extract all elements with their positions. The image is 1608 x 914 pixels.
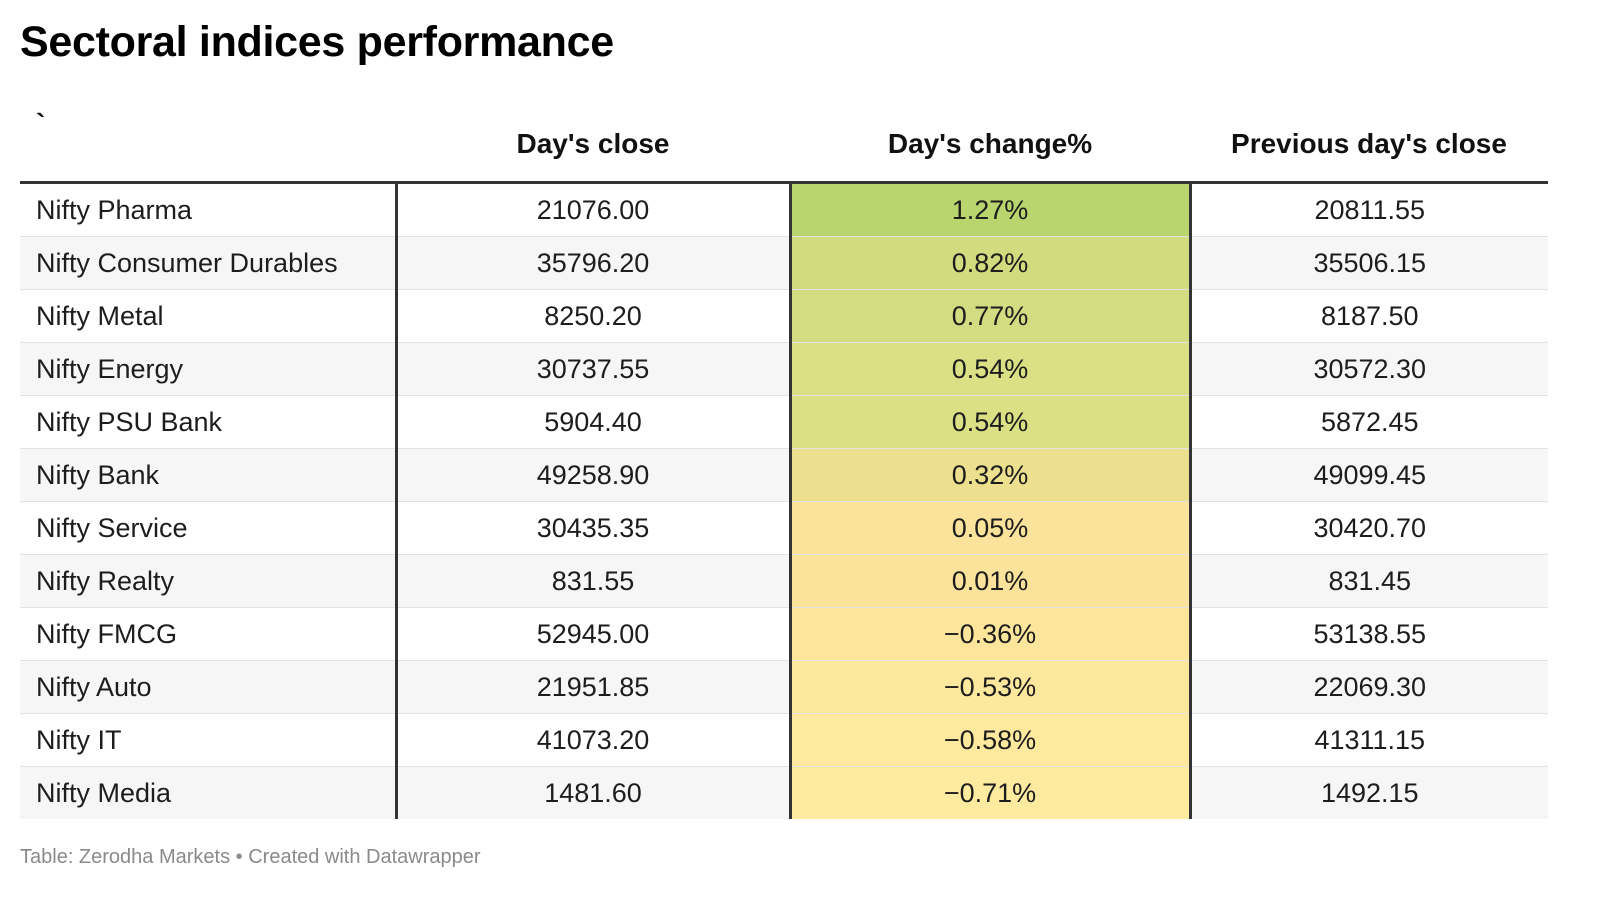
previous-close-cell: 8187.50 bbox=[1190, 289, 1548, 343]
days-change-cell: 0.82% bbox=[788, 236, 1192, 290]
days-change-cell: −0.58% bbox=[788, 713, 1192, 767]
previous-close-cell: 49099.45 bbox=[1190, 448, 1548, 502]
days-close-cell: 21076.00 bbox=[394, 182, 790, 237]
index-name-cell: Nifty PSU Bank bbox=[20, 395, 396, 449]
index-name-cell: Nifty Service bbox=[20, 501, 396, 555]
index-name-cell: Nifty Pharma bbox=[20, 182, 396, 237]
index-name-cell: Nifty Auto bbox=[20, 660, 396, 714]
index-name-cell: Nifty Energy bbox=[20, 342, 396, 396]
table-row: Nifty Bank 49258.90 0.32% 49099.45 bbox=[20, 448, 1548, 502]
days-close-cell: 5904.40 bbox=[394, 395, 790, 449]
column-header-days-close: Day's close bbox=[396, 100, 790, 184]
days-change-cell: 0.05% bbox=[788, 501, 1192, 555]
column-header-index: ` bbox=[20, 100, 396, 184]
column-header-days-change: Day's change% bbox=[790, 100, 1190, 184]
table-row: Nifty Consumer Durables 35796.20 0.82% 3550… bbox=[20, 236, 1548, 290]
table-row: Nifty Pharma 21076.00 1.27% 20811.55 bbox=[20, 182, 1548, 237]
days-close-cell: 21951.85 bbox=[394, 660, 790, 714]
days-change-cell: 0.77% bbox=[788, 289, 1192, 343]
source-footer: Table: Zerodha Markets • Created with Da… bbox=[20, 846, 481, 868]
table-row: Nifty Service 30435.35 0.05% 30420.70 bbox=[20, 501, 1548, 555]
table-body: Nifty Pharma 21076.00 1.27% 20811.55 Nifty C… bbox=[20, 182, 1548, 819]
days-change-cell: 1.27% bbox=[788, 182, 1192, 237]
index-name-cell: Nifty Bank bbox=[20, 448, 396, 502]
previous-close-cell: 30572.30 bbox=[1190, 342, 1548, 396]
days-close-cell: 8250.20 bbox=[394, 289, 790, 343]
days-close-cell: 49258.90 bbox=[394, 448, 790, 502]
index-name-cell: Nifty Media bbox=[20, 766, 396, 819]
days-change-cell: 0.32% bbox=[788, 448, 1192, 502]
days-change-cell: 0.01% bbox=[788, 554, 1192, 608]
days-change-cell: −0.53% bbox=[788, 660, 1192, 714]
days-close-cell: 52945.00 bbox=[394, 607, 790, 661]
index-name-cell: Nifty Consumer Durables bbox=[20, 236, 396, 290]
table-row: Nifty PSU Bank 5904.40 0.54% 5872.45 bbox=[20, 395, 1548, 449]
table-row: Nifty FMCG 52945.00 −0.36% 53138.55 bbox=[20, 607, 1548, 661]
index-name-cell: Nifty Realty bbox=[20, 554, 396, 608]
previous-close-cell: 831.45 bbox=[1190, 554, 1548, 608]
column-header-previous-close: Previous day's close bbox=[1190, 100, 1548, 184]
previous-close-cell: 30420.70 bbox=[1190, 501, 1548, 555]
days-change-cell: −0.36% bbox=[788, 607, 1192, 661]
days-close-cell: 30737.55 bbox=[394, 342, 790, 396]
days-close-cell: 30435.35 bbox=[394, 501, 790, 555]
previous-close-cell: 1492.15 bbox=[1190, 766, 1548, 819]
days-close-cell: 1481.60 bbox=[394, 766, 790, 819]
table-row: Nifty Auto 21951.85 −0.53% 22069.30 bbox=[20, 660, 1548, 714]
table-row: Nifty Realty 831.55 0.01% 831.45 bbox=[20, 554, 1548, 608]
previous-close-cell: 5872.45 bbox=[1190, 395, 1548, 449]
previous-close-cell: 22069.30 bbox=[1190, 660, 1548, 714]
days-change-cell: 0.54% bbox=[788, 395, 1192, 449]
previous-close-cell: 35506.15 bbox=[1190, 236, 1548, 290]
table-row: Nifty IT 41073.20 −0.58% 41311.15 bbox=[20, 713, 1548, 767]
table-row: Nifty Media 1481.60 −0.71% 1492.15 bbox=[20, 766, 1548, 819]
index-name-cell: Nifty FMCG bbox=[20, 607, 396, 661]
header-row: ` Day's close Day's change% Previous day… bbox=[20, 100, 1548, 184]
previous-close-cell: 20811.55 bbox=[1190, 182, 1548, 237]
table-row: Nifty Metal 8250.20 0.77% 8187.50 bbox=[20, 289, 1548, 343]
index-name-cell: Nifty Metal bbox=[20, 289, 396, 343]
days-close-cell: 831.55 bbox=[394, 554, 790, 608]
sectoral-indices-table: ` Day's close Day's change% Previous day… bbox=[20, 100, 1548, 819]
days-change-cell: 0.54% bbox=[788, 342, 1192, 396]
days-change-cell: −0.71% bbox=[788, 766, 1192, 819]
days-close-cell: 41073.20 bbox=[394, 713, 790, 767]
previous-close-cell: 53138.55 bbox=[1190, 607, 1548, 661]
index-name-cell: Nifty IT bbox=[20, 713, 396, 767]
days-close-cell: 35796.20 bbox=[394, 236, 790, 290]
table-row: Nifty Energy 30737.55 0.54% 30572.30 bbox=[20, 342, 1548, 396]
table-title: Sectoral indices performance bbox=[20, 18, 614, 66]
previous-close-cell: 41311.15 bbox=[1190, 713, 1548, 767]
